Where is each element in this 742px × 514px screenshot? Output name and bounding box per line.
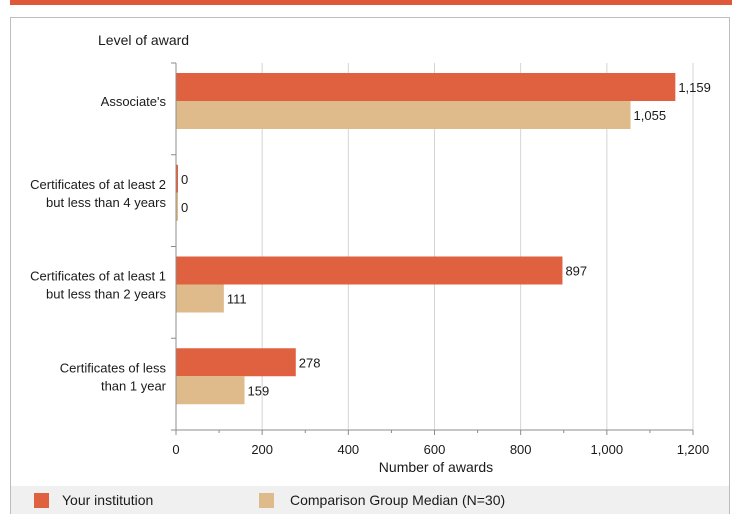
bar — [176, 192, 178, 221]
bar — [176, 164, 178, 193]
category-label: Certificates of less — [60, 360, 167, 375]
bar — [176, 73, 676, 101]
legend-swatch — [259, 493, 274, 508]
category-label: Certificates of at least 1 — [30, 269, 166, 284]
chart-frame — [10, 17, 730, 514]
x-tick-label: 0 — [172, 442, 179, 457]
value-label: 1,159 — [678, 80, 711, 95]
category-label: Certificates of at least 2 — [30, 177, 166, 192]
x-tick-label: 600 — [424, 442, 446, 457]
axis-layer: 0 200 400 600 800 1,000 1,200 — [171, 62, 710, 457]
y-axis-title: Level of award — [98, 32, 189, 48]
bar — [176, 256, 563, 285]
category-label: but less than 4 years — [46, 195, 166, 210]
legend-label: Comparison Group Median (N=30) — [290, 492, 505, 508]
x-tick-label: 400 — [337, 442, 359, 457]
x-tick-label: 1,000 — [591, 442, 624, 457]
category-label: but less than 2 years — [46, 287, 166, 302]
value-label: 0 — [181, 200, 188, 215]
value-label: 159 — [248, 383, 270, 398]
label-layer: 1,159 1,055 Associate's 0 0 Certificates of a… — [30, 80, 711, 398]
bar — [176, 101, 631, 129]
bar-layer — [176, 73, 676, 405]
x-tick-label: 1,200 — [677, 442, 710, 457]
bar — [176, 376, 245, 405]
category-label: Associate's — [101, 94, 167, 109]
legend-label: Your institution — [62, 492, 153, 508]
legend-swatch — [34, 493, 49, 508]
legend-band — [11, 486, 729, 514]
category-label: than 1 year — [101, 378, 167, 393]
value-label: 278 — [299, 355, 321, 370]
x-axis-title: Number of awards — [379, 459, 493, 475]
legend: Your institution Comparison Group Median … — [34, 492, 505, 508]
value-label: 0 — [181, 172, 188, 187]
top-accent-rule — [10, 0, 732, 5]
bar — [176, 284, 224, 313]
value-label: 897 — [565, 264, 587, 279]
value-label: 1,055 — [634, 108, 667, 123]
x-tick-label: 800 — [510, 442, 532, 457]
value-label: 111 — [227, 292, 247, 307]
bar — [176, 348, 296, 377]
x-tick-label: 200 — [251, 442, 273, 457]
